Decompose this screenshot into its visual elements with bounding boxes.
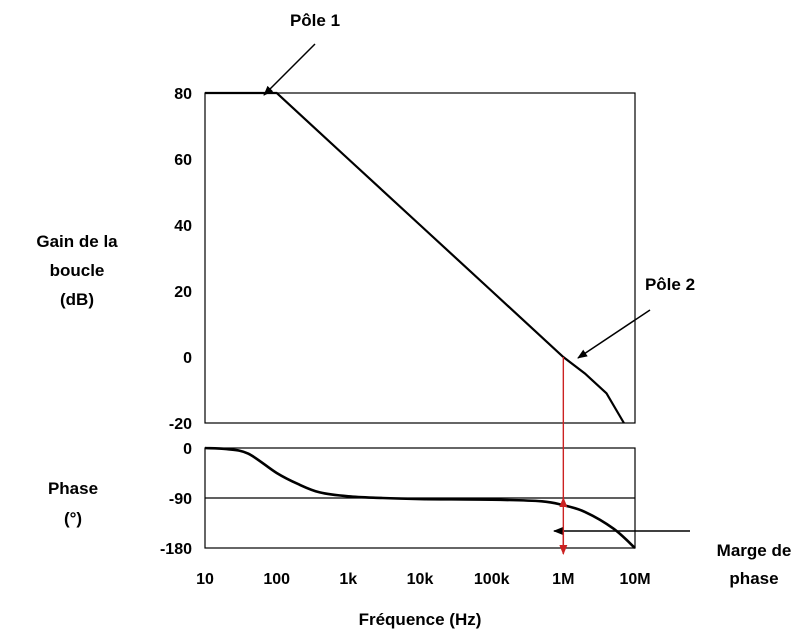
gain-ylabel-line1: Gain de la [36,232,118,251]
phase-y-tick-1: -90 [169,491,192,508]
gain-y-tick-1: 60 [174,152,192,169]
x-tick-labels: 10 100 1k 10k 100k 1M 10M [196,571,650,588]
gain-ylabel-line3: (dB) [60,290,94,309]
gain-y-tick-labels: 80 60 40 20 0 -20 [169,86,192,433]
gain-ylabel-line2: boucle [50,261,105,280]
x-tick-0: 10 [196,571,214,588]
x-tick-6: 10M [619,571,650,588]
pole2-arrow [577,309,651,359]
gain-plot-frame [204,92,636,424]
pole2-label: Pôle 2 [645,275,695,294]
gain-y-tick-2: 40 [174,218,192,235]
x-tick-2: 1k [339,571,357,588]
phase-y-tick-labels: 0 -90 -180 [160,441,192,558]
phase-curve [204,446,636,549]
phase-y-tick-2: -180 [160,541,192,558]
pole1-arrow [263,43,316,96]
x-tick-1: 100 [263,571,290,588]
gain-curve [205,91,625,424]
x-tick-3: 10k [407,571,434,588]
phase-ylabel-line1: Phase [48,479,98,498]
gain-y-tick-5: -20 [169,416,192,433]
phase-y-tick-0: 0 [183,441,192,458]
x-tick-4: 100k [474,571,510,588]
gain-y-tick-0: 80 [174,86,192,103]
gain-y-tick-3: 20 [174,284,192,301]
x-axis-label: Fréquence (Hz) [359,610,482,629]
pole1-label: Pôle 1 [290,11,340,30]
gain-y-tick-4: 0 [183,350,192,367]
phase-margin-label-line2: phase [729,569,778,588]
phase-margin-label-line1: Marge de [717,541,792,560]
x-tick-5: 1M [552,571,574,588]
phase-ylabel-line2: (°) [64,509,82,528]
